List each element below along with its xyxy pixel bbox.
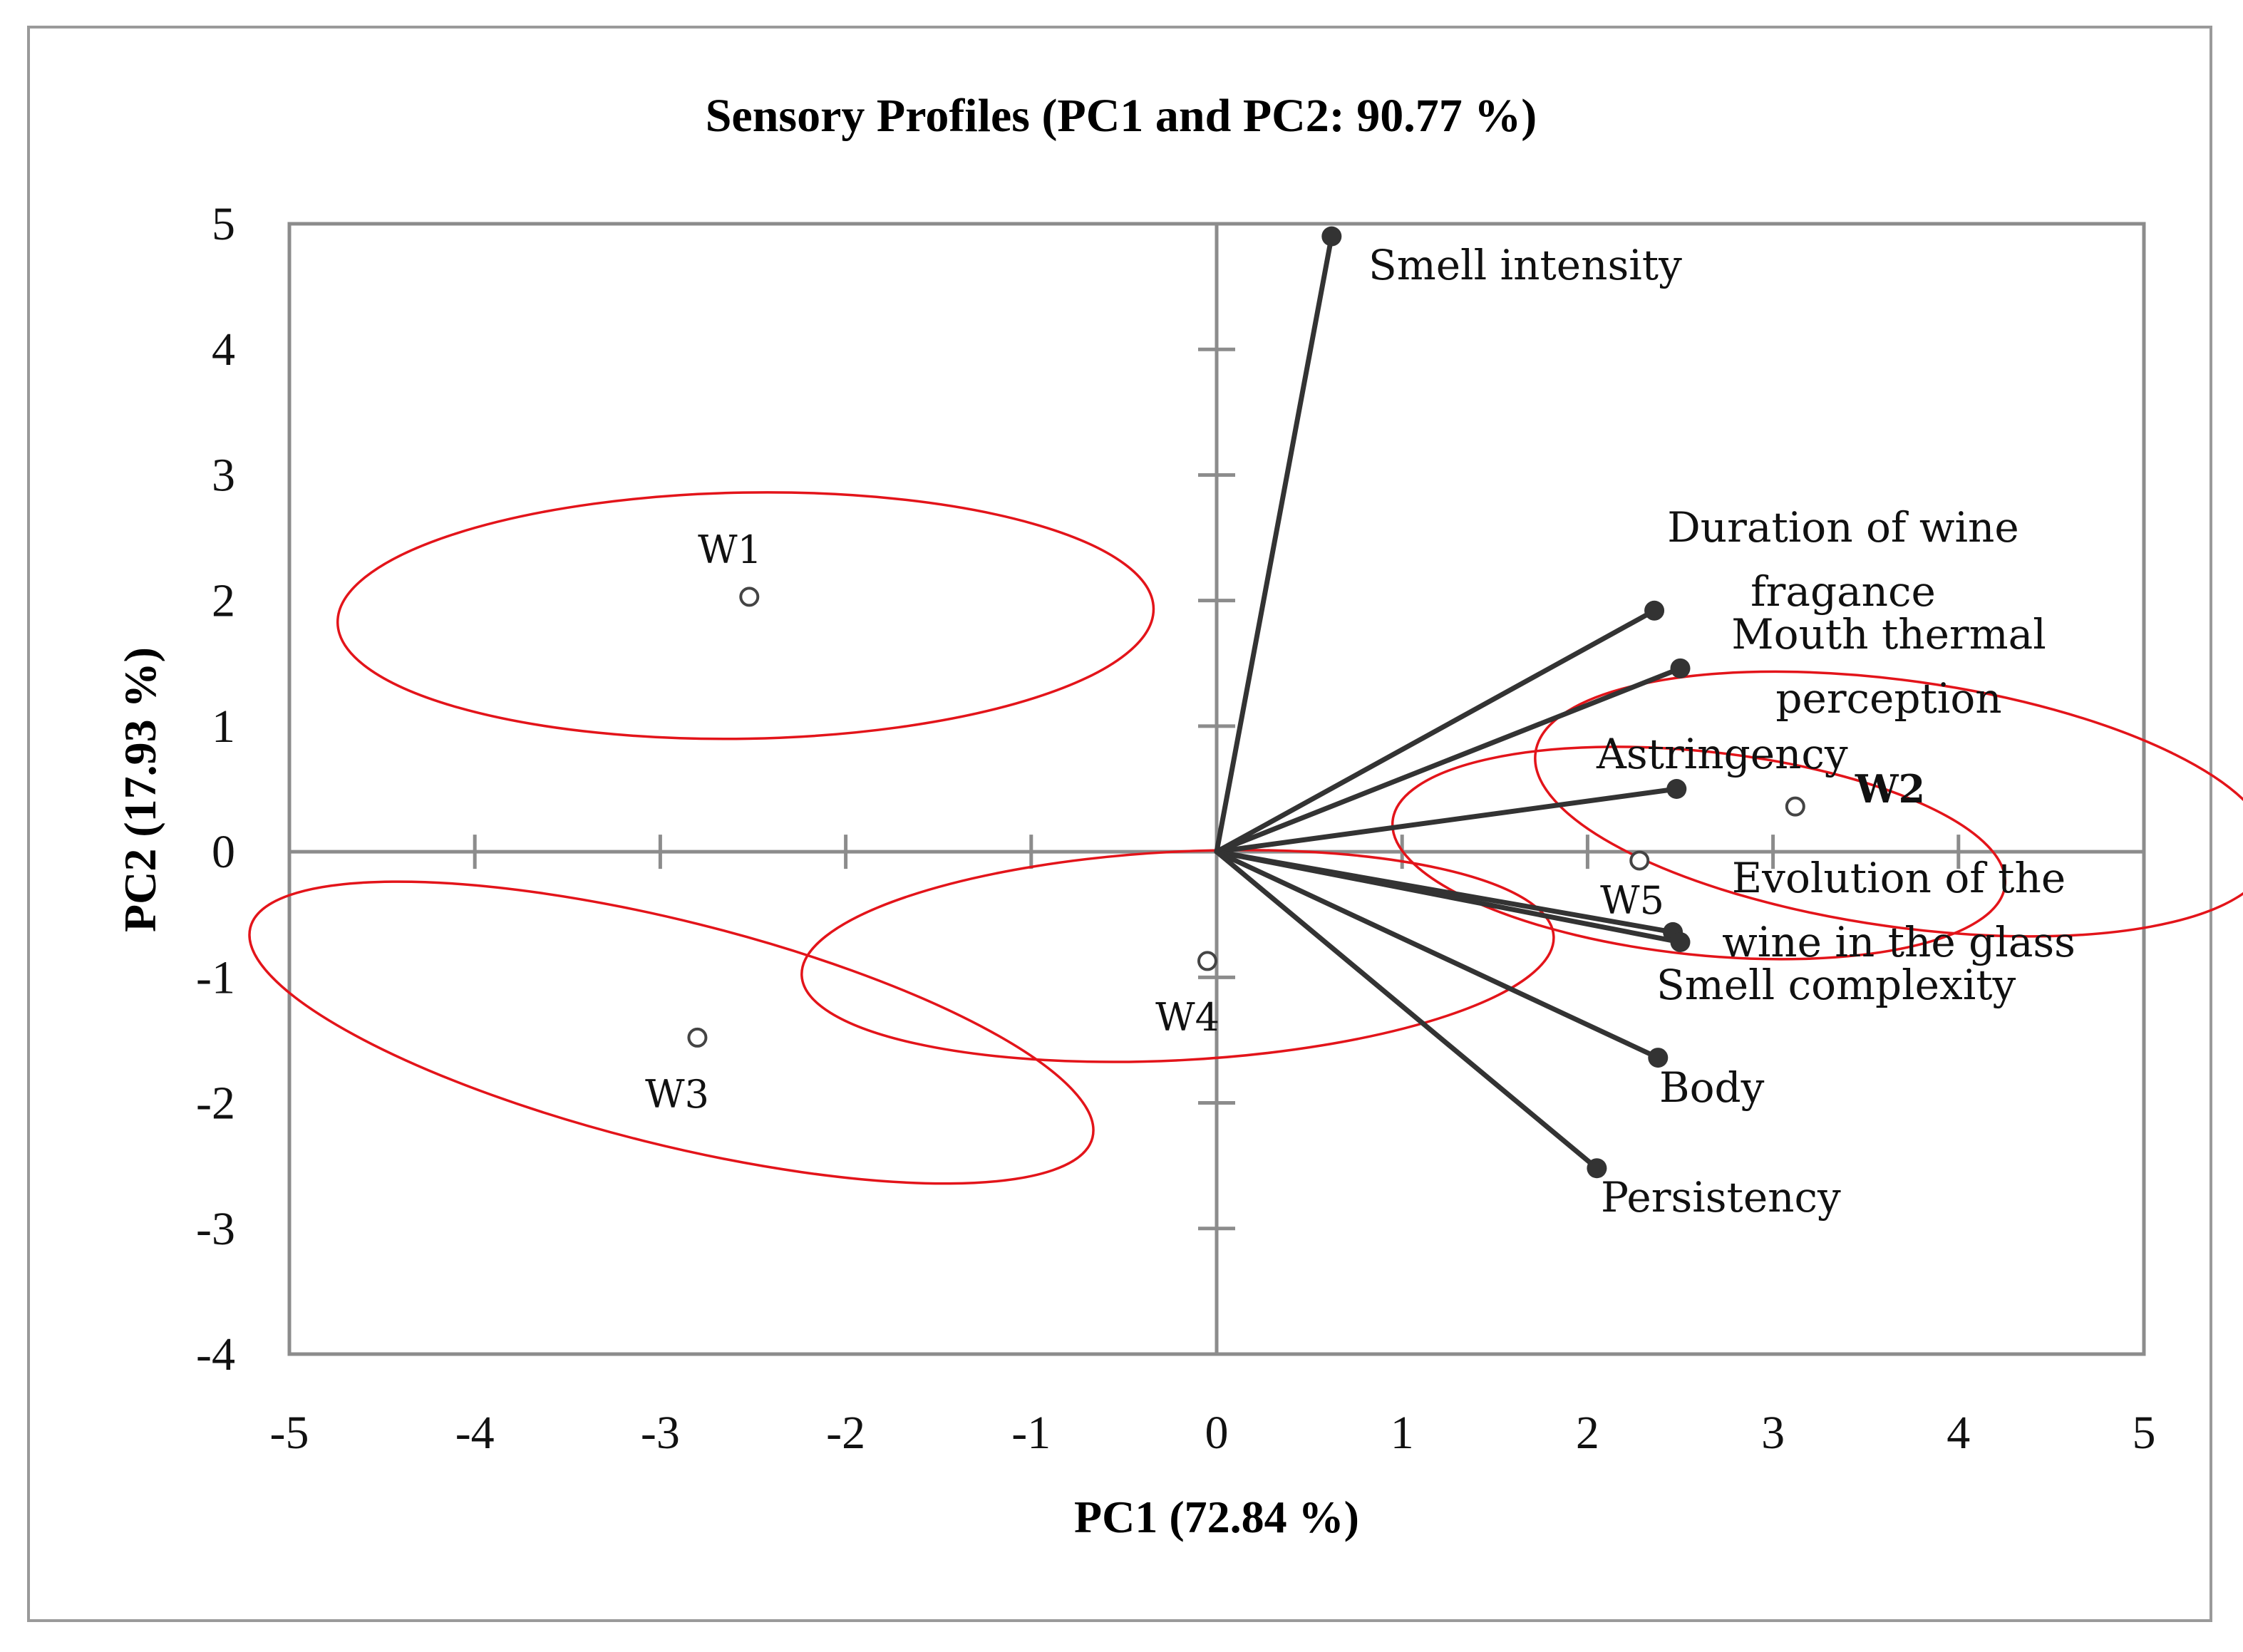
y-tick-label: 5 bbox=[212, 198, 235, 250]
y-tick-label: 0 bbox=[212, 826, 235, 878]
vector-astringency bbox=[1214, 786, 1679, 855]
label-duration-of-wine-fragance: Duration of wine fragance bbox=[1667, 503, 2018, 616]
vector-end-persistency bbox=[1587, 1158, 1607, 1179]
label-smell-complexity: Smell complexity bbox=[1656, 961, 2016, 1009]
x-tick-label: -2 bbox=[826, 1407, 865, 1459]
chart-frame bbox=[27, 26, 2212, 1622]
y-tick-label: -2 bbox=[196, 1078, 235, 1130]
label-smell-intensity: Smell intensity bbox=[1368, 241, 1682, 289]
sample-label-w5: W5 bbox=[1600, 878, 1664, 923]
vector-end-astringency bbox=[1666, 779, 1687, 799]
vector-mouth-thermal-perception bbox=[1214, 666, 1683, 855]
label-body: Body bbox=[1659, 1063, 1765, 1112]
x-tick-label: -4 bbox=[455, 1407, 495, 1459]
vector-end-smell-complexity bbox=[1670, 931, 1691, 952]
ellipses-group bbox=[248, 491, 2243, 1185]
vector-end-body bbox=[1648, 1048, 1669, 1068]
label-persistency: Persistency bbox=[1601, 1173, 1841, 1222]
vector-end-mouth-thermal-perception bbox=[1670, 658, 1691, 678]
vector-smell-intensity bbox=[1214, 234, 1334, 855]
ellipse-w4 bbox=[800, 848, 1555, 1063]
x-axis-title: PC1 (72.84 %) bbox=[1074, 1492, 1359, 1542]
ellipse-w1 bbox=[336, 491, 1155, 740]
label-evolution-of-the-wine-in-the-glass: Evolution of the wine in the glass bbox=[1722, 854, 2076, 966]
vector-end-smell-intensity bbox=[1321, 226, 1342, 247]
ellipse-w5 bbox=[1391, 745, 2007, 961]
x-tick-label: 2 bbox=[1576, 1407, 1599, 1459]
tick-labels-group: -5 -4 -3 -2 -1 0 1 2 3 4 5 5 4 3 2 1 0 -1 -2 -3 -4 bbox=[196, 198, 2155, 1459]
y-tick-label: 2 bbox=[212, 575, 235, 627]
x-tick-label: -1 bbox=[1011, 1407, 1051, 1459]
vector-duration-of-wine-fragance bbox=[1214, 608, 1657, 855]
y-axis-title: PC2 (17.93 %) bbox=[115, 647, 165, 932]
samples-group: W1 W2 W3 W4 W5 bbox=[645, 527, 1925, 1117]
ellipse-w3 bbox=[248, 880, 1095, 1185]
chart-title: Sensory Profiles (PC1 and PC2: 90.77 %) bbox=[706, 90, 1537, 142]
x-tick-label: 3 bbox=[1761, 1407, 1785, 1459]
x-tick-label: 0 bbox=[1205, 1407, 1229, 1459]
sample-point-w3 bbox=[687, 1027, 708, 1048]
vector-persistency bbox=[1214, 849, 1599, 1171]
sample-point-w2 bbox=[1785, 796, 1805, 817]
sample-label-w2: W2 bbox=[1855, 766, 1925, 812]
sample-point-w5 bbox=[1629, 850, 1650, 871]
sample-point-w1 bbox=[739, 587, 760, 607]
x-tick-label: -5 bbox=[270, 1407, 309, 1459]
y-tick-label: 1 bbox=[212, 701, 235, 753]
y-tick-label: -3 bbox=[196, 1203, 235, 1255]
vector-end-duration-of-wine-fragance bbox=[1644, 600, 1665, 621]
sample-label-w3: W3 bbox=[645, 1072, 709, 1117]
x-tick-label: 1 bbox=[1391, 1407, 1414, 1459]
vector-body bbox=[1214, 849, 1661, 1060]
y-tick-label: -1 bbox=[196, 951, 235, 1003]
y-tick-label: 4 bbox=[212, 324, 235, 376]
label-mouth-thermal-perception: Mouth thermal perception bbox=[1731, 610, 2046, 723]
sample-label-w1: W1 bbox=[698, 527, 762, 572]
x-tick-label: -3 bbox=[641, 1407, 680, 1459]
label-astringency: Astringency bbox=[1596, 730, 1848, 778]
sample-point-w4 bbox=[1197, 951, 1217, 971]
vector-smell-complexity bbox=[1214, 849, 1683, 945]
sample-label-w4: W4 bbox=[1155, 995, 1220, 1040]
x-tick-label: 5 bbox=[2133, 1407, 2156, 1459]
x-tick-label: 4 bbox=[1946, 1407, 1970, 1459]
vectors-group: Smell intensity Duration of wine fraganceM… bbox=[1214, 226, 2076, 1222]
y-tick-label: -4 bbox=[196, 1328, 235, 1380]
y-tick-label: 3 bbox=[212, 449, 235, 501]
